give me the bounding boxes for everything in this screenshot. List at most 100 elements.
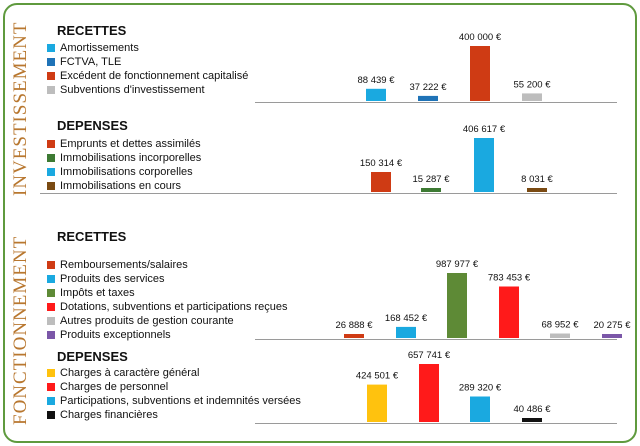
legend-swatch bbox=[47, 383, 55, 391]
legend-label: Autres produits de gestion courante bbox=[60, 315, 234, 327]
legend-label: Immobilisations en cours bbox=[60, 180, 182, 192]
chart-0-legend-item: Amortissements bbox=[47, 41, 139, 55]
chart-0-bar bbox=[522, 93, 542, 101]
chart-3-data-label: 424 501 € bbox=[356, 371, 399, 382]
chart-2-bar bbox=[602, 334, 622, 338]
legend-label: Charges à caractère général bbox=[60, 367, 200, 379]
chart-3-legend-item: Charges financières bbox=[47, 408, 158, 422]
legend-swatch bbox=[47, 397, 55, 405]
chart-2-legend-item: Autres produits de gestion courante bbox=[47, 314, 234, 328]
chart-1-legend-item: Emprunts et dettes assimilés bbox=[47, 137, 201, 151]
chart-2-data-label: 68 952 € bbox=[542, 320, 580, 331]
chart-1-data-label: 150 314 € bbox=[360, 158, 403, 169]
chart-3-data-label: 289 320 € bbox=[459, 383, 502, 394]
chart-2-data-label: 168 452 € bbox=[385, 313, 428, 324]
legend-swatch bbox=[47, 331, 55, 339]
legend-label: Produits des services bbox=[60, 273, 165, 285]
chart-3-bar bbox=[367, 384, 387, 422]
chart-2-legend-item: Dotations, subventions et participations… bbox=[47, 300, 287, 314]
chart-1-data-label: 8 031 € bbox=[521, 174, 553, 185]
legend-label: Charges de personnel bbox=[60, 381, 169, 393]
chart-0-bar bbox=[470, 46, 490, 101]
separator-fonctionnement-recettes bbox=[255, 339, 617, 340]
legend-swatch bbox=[47, 86, 55, 94]
chart-1-bar bbox=[474, 138, 494, 192]
legend-swatch bbox=[47, 369, 55, 377]
legend-swatch bbox=[47, 58, 55, 66]
chart-3-bar bbox=[419, 364, 439, 422]
chart-0-data-label: 55 200 € bbox=[514, 79, 552, 90]
chart-0-data-label: 37 222 € bbox=[410, 82, 448, 93]
chart-2-bar bbox=[447, 273, 467, 338]
chart-2-data-label: 783 453 € bbox=[488, 273, 531, 284]
chart-1-data-label: 15 287 € bbox=[413, 174, 451, 185]
legend-label: Emprunts et dettes assimilés bbox=[60, 138, 201, 150]
legend-label: Remboursements/salaires bbox=[60, 259, 188, 271]
chart-3-heading: DEPENSES bbox=[57, 349, 128, 364]
chart-3-legend-item: Charges de personnel bbox=[47, 380, 168, 394]
chart-3-bar bbox=[522, 418, 542, 422]
legend-label: Dotations, subventions et participations… bbox=[60, 301, 288, 313]
legend-swatch bbox=[47, 168, 55, 176]
legend-label: Excédent de fonctionnement capitalisé bbox=[60, 70, 249, 82]
legend-swatch bbox=[47, 303, 55, 311]
chart-2-legend-item: Impôts et taxes bbox=[47, 286, 135, 300]
legend-swatch bbox=[47, 317, 55, 325]
chart-1-legend-item: Immobilisations incorporelles bbox=[47, 151, 201, 165]
chart-2-heading: RECETTES bbox=[57, 229, 127, 244]
legend-swatch bbox=[47, 411, 55, 419]
chart-2-legend-item: Produits des services bbox=[47, 272, 165, 286]
chart-0-data-label: 88 439 € bbox=[358, 75, 396, 86]
chart-0-data-label: 400 000 € bbox=[459, 32, 502, 43]
legend-label: Produits exceptionnels bbox=[60, 329, 171, 341]
chart-0-legend-item: FCTVA, TLE bbox=[47, 55, 121, 69]
legend-label: Immobilisations corporelles bbox=[60, 166, 193, 178]
legend-swatch bbox=[47, 154, 55, 162]
chart-1-bar bbox=[527, 188, 547, 192]
chart-0-legend-item: Subventions d'investissement bbox=[47, 83, 205, 97]
legend-label: Impôts et taxes bbox=[60, 287, 135, 299]
chart-2-bar bbox=[396, 326, 416, 338]
legend-label: Participations, subventions et indemnité… bbox=[60, 395, 301, 407]
chart-2-bar bbox=[550, 333, 570, 338]
panel-frame bbox=[3, 3, 637, 443]
separator-investissement-depenses bbox=[40, 193, 617, 194]
legend-label: Amortissements bbox=[60, 42, 139, 54]
chart-1-legend-item: Immobilisations en cours bbox=[47, 179, 181, 193]
legend-label: Immobilisations incorporelles bbox=[60, 152, 202, 164]
chart-2-data-label: 987 977 € bbox=[436, 259, 479, 270]
chart-1-bar bbox=[371, 172, 391, 192]
legend-label: FCTVA, TLE bbox=[60, 56, 122, 68]
legend-swatch bbox=[47, 289, 55, 297]
chart-3-bar bbox=[470, 396, 490, 422]
chart-0-bar bbox=[366, 88, 386, 101]
chart-1-legend-item: Immobilisations corporelles bbox=[47, 165, 193, 179]
legend-label: Subventions d'investissement bbox=[60, 84, 205, 96]
chart-0-heading: RECETTES bbox=[57, 23, 127, 38]
chart-2-data-label: 20 275 € bbox=[594, 320, 632, 331]
chart-3-data-label: 657 741 € bbox=[408, 350, 451, 361]
chart-1-bar bbox=[421, 188, 441, 192]
separator-fonctionnement-depenses bbox=[255, 423, 617, 424]
chart-3-data-label: 40 486 € bbox=[514, 404, 552, 415]
chart-3-legend-item: Charges à caractère général bbox=[47, 366, 199, 380]
legend-swatch bbox=[47, 275, 55, 283]
chart-2-bar bbox=[499, 286, 519, 338]
chart-3-legend-item: Participations, subventions et indemnité… bbox=[47, 394, 301, 408]
chart-1-heading: DEPENSES bbox=[57, 118, 128, 133]
legend-swatch bbox=[47, 182, 55, 190]
chart-0-bar bbox=[418, 95, 438, 101]
chart-1-data-label: 406 617 € bbox=[463, 124, 506, 135]
legend-swatch bbox=[47, 261, 55, 269]
legend-swatch bbox=[47, 72, 55, 80]
chart-2-data-label: 26 888 € bbox=[336, 320, 374, 331]
chart-2-legend-item: Produits exceptionnels bbox=[47, 328, 171, 342]
separator-investissement-recettes bbox=[255, 102, 617, 103]
chart-2-bar bbox=[344, 334, 364, 338]
legend-swatch bbox=[47, 44, 55, 52]
chart-0-legend-item: Excédent de fonctionnement capitalisé bbox=[47, 69, 248, 83]
legend-swatch bbox=[47, 140, 55, 148]
chart-2-legend-item: Remboursements/salaires bbox=[47, 258, 188, 272]
legend-label: Charges financières bbox=[60, 409, 158, 421]
